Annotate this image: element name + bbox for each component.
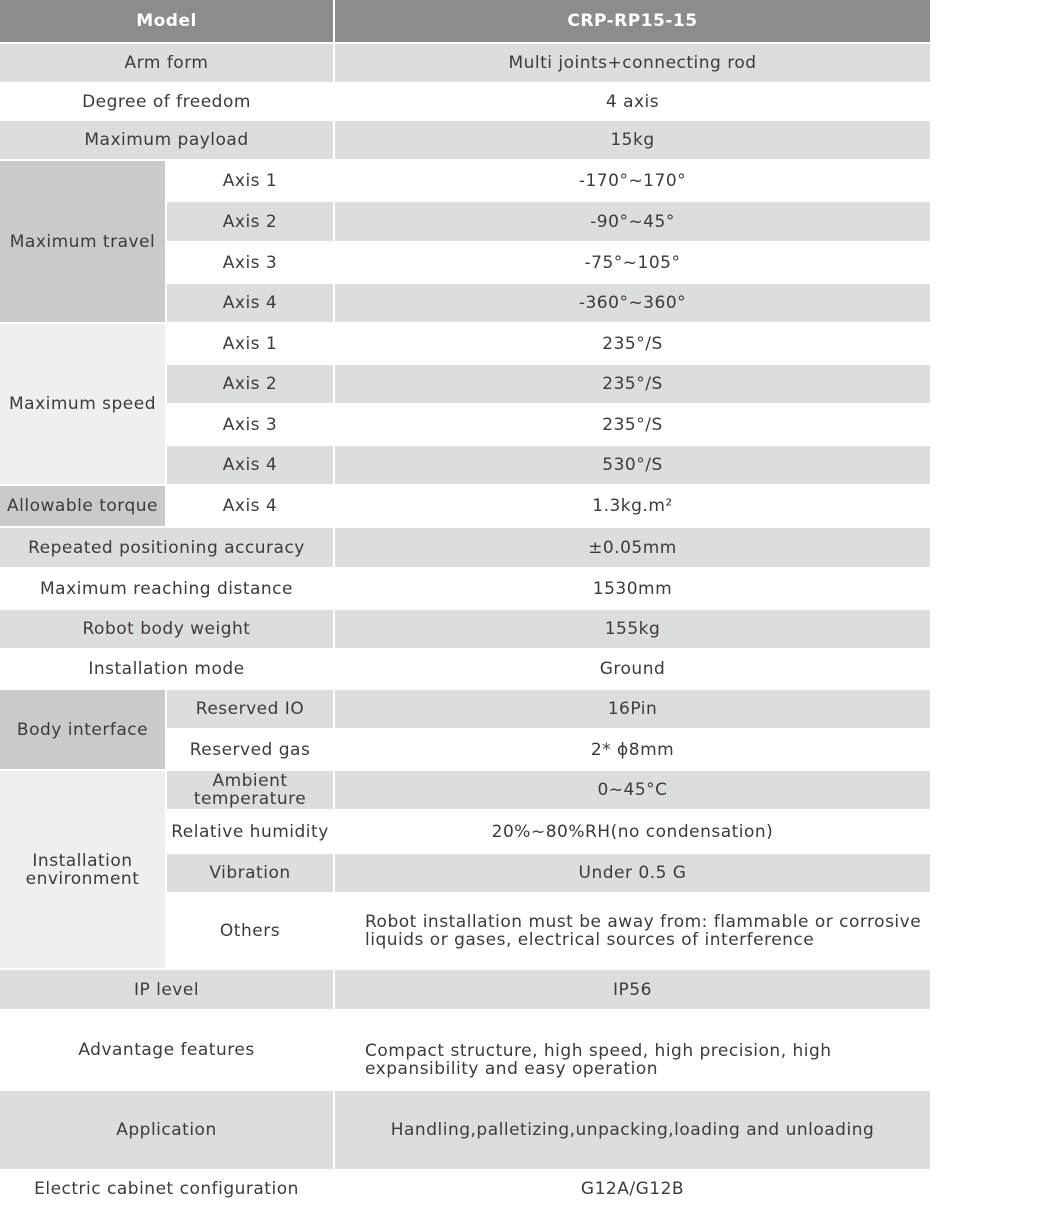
header-label: Model <box>0 0 335 44</box>
table-row: Maximum payload 15kg <box>0 121 932 161</box>
row-value: Compact structure, high speed, high prec… <box>335 1011 932 1091</box>
group-label: Body interface <box>0 690 167 771</box>
row-value: 1530mm <box>335 569 932 610</box>
row-sublabel: Axis 3 <box>167 405 335 446</box>
header-value: CRP-RP15-15 <box>335 0 932 44</box>
row-label: Maximum reaching distance <box>0 569 335 610</box>
table-row: Maximum travel Axis 1 -170°~170° <box>0 161 932 324</box>
table-row: Robot body weight 155kg <box>0 610 932 650</box>
row-value: 4 axis <box>335 84 932 121</box>
row-value: Multi joints+connecting rod <box>335 44 932 84</box>
row-value: 0~45°C <box>335 771 932 811</box>
row-sublabel: Axis 2 <box>167 202 335 243</box>
row-label: IP level <box>0 970 335 1011</box>
spec-table: Model CRP-RP15-15 Arm form Multi joints+… <box>0 0 932 1208</box>
table-row: Repeated positioning accuracy ±0.05mm <box>0 528 932 569</box>
row-value: -360°~360° <box>335 284 932 324</box>
row-label: Maximum payload <box>0 121 335 161</box>
row-value: -75°~105° <box>335 243 932 284</box>
table-row: Advantage features Compact structure, hi… <box>0 1011 932 1091</box>
table-row: Application Handling,palletizing,unpacki… <box>0 1091 932 1171</box>
row-sublabel: Axis 1 <box>167 161 335 202</box>
row-sublabel: Axis 1 <box>167 324 335 365</box>
table-row: Maximum speed Axis 1 235°/S <box>0 324 932 486</box>
table-row: Reserved gas 2* ϕ8mm <box>0 730 932 771</box>
row-sublabel: Axis 2 <box>167 365 335 405</box>
row-value: 2* ϕ8mm <box>335 730 932 771</box>
row-value: 235°/S <box>335 365 932 405</box>
group-label: Installation environment <box>0 771 167 970</box>
row-sublabel: Axis 3 <box>167 243 335 284</box>
row-value: 235°/S <box>335 324 932 365</box>
row-value: 1.3kg.m² <box>335 486 932 528</box>
row-value: Under 0.5 G <box>335 854 932 894</box>
row-label: Robot body weight <box>0 610 335 650</box>
row-value: -170°~170° <box>335 161 932 202</box>
row-value: Robot installation must be away from: fl… <box>335 894 932 970</box>
row-value: ±0.05mm <box>335 528 932 569</box>
row-label: Degree of freedom <box>0 84 335 121</box>
table-row: Others Robot installation must be away f… <box>0 894 932 970</box>
row-sublabel: Axis 4 <box>167 284 335 324</box>
table-row: Installation mode Ground <box>0 650 932 690</box>
row-value: G12A/G12B <box>335 1171 932 1208</box>
row-value: IP56 <box>335 970 932 1011</box>
table-row: Relative humidity 20%~80%RH(no condensat… <box>0 811 932 854</box>
table-row: Body interface Reserved IO 16Pin <box>0 690 932 771</box>
table-row: Allowable torque Axis 4 1.3kg.m² <box>0 486 932 528</box>
row-value: -90°~45° <box>335 202 932 243</box>
table-row: Installation environment Ambient tempera… <box>0 771 932 970</box>
row-sublabel: Relative humidity <box>167 811 335 854</box>
row-value: Ground <box>335 650 932 690</box>
table-row: Axis 3 -75°~105° <box>0 243 932 284</box>
row-sublabel: Others <box>167 894 335 970</box>
row-value: 155kg <box>335 610 932 650</box>
row-label: Electric cabinet configuration <box>0 1171 335 1208</box>
row-value: 235°/S <box>335 405 932 446</box>
table-row: Electric cabinet configuration G12A/G12B <box>0 1171 932 1208</box>
row-value: 15kg <box>335 121 932 161</box>
table-row: Arm form Multi joints+connecting rod <box>0 44 932 84</box>
table-row: Axis 3 235°/S <box>0 405 932 446</box>
row-label: Advantage features <box>0 1011 335 1091</box>
row-sublabel: Axis 4 <box>167 446 335 486</box>
header-row: Model CRP-RP15-15 <box>0 0 932 44</box>
row-value: 530°/S <box>335 446 932 486</box>
table-row: Maximum reaching distance 1530mm <box>0 569 932 610</box>
row-value: 20%~80%RH(no condensation) <box>335 811 932 854</box>
row-sublabel: Vibration <box>167 854 335 894</box>
group-label: Allowable torque <box>0 486 167 528</box>
row-sublabel: Reserved IO <box>167 690 335 730</box>
row-label: Application <box>0 1091 335 1171</box>
row-label: Repeated positioning accuracy <box>0 528 335 569</box>
row-label: Arm form <box>0 44 335 84</box>
row-sublabel: Reserved gas <box>167 730 335 771</box>
row-value: 16Pin <box>335 690 932 730</box>
row-value: Handling,palletizing,unpacking,loading a… <box>335 1091 932 1171</box>
row-sublabel: Axis 4 <box>167 486 335 528</box>
row-sublabel: Ambient temperature <box>167 771 335 811</box>
group-label: Maximum speed <box>0 324 167 486</box>
row-label: Installation mode <box>0 650 335 690</box>
group-label: Maximum travel <box>0 161 167 324</box>
table-row: IP level IP56 <box>0 970 932 1011</box>
table-row: Degree of freedom 4 axis <box>0 84 932 121</box>
